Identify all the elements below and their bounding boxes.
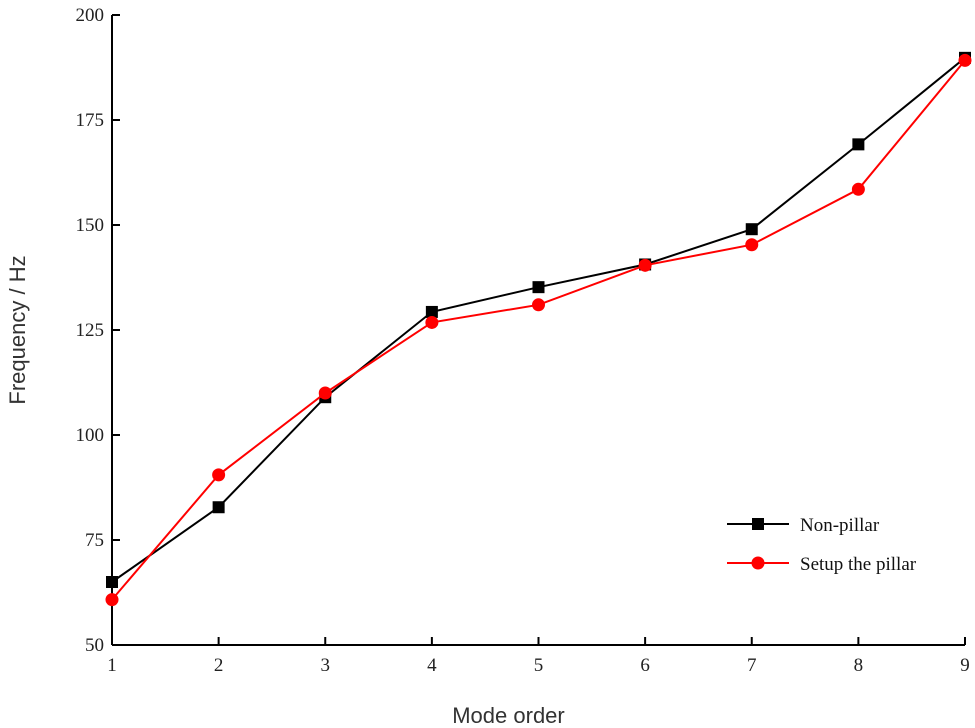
y-axis-title: Frequency / Hz	[5, 255, 30, 404]
x-tick-label: 5	[534, 655, 544, 676]
data-point	[638, 258, 652, 272]
x-tick-label: 6	[640, 655, 650, 676]
data-point	[212, 468, 226, 482]
y-tick-label: 175	[76, 110, 105, 131]
series-layer	[105, 51, 972, 607]
data-point	[851, 182, 865, 196]
y-tick-label: 50	[85, 635, 104, 656]
series-line	[111, 57, 966, 583]
x-tick-label: 2	[214, 655, 224, 676]
data-point	[425, 315, 439, 329]
series-2	[105, 53, 972, 607]
y-tick-label: 125	[76, 320, 105, 341]
data-point	[105, 593, 119, 607]
legend: Non-pillar Setup the pillar	[727, 515, 917, 575]
x-tick-label: 8	[854, 655, 864, 676]
data-point	[745, 238, 759, 252]
data-point	[212, 501, 225, 514]
legend-marker	[751, 556, 765, 570]
legend-label: Non-pillar	[800, 515, 880, 536]
data-point	[852, 138, 865, 151]
x-ticks: 1 2 3 4 5 6 7 8 9	[107, 637, 970, 676]
x-tick-label: 1	[107, 655, 117, 676]
x-tick-label: 7	[747, 655, 757, 676]
legend-label: Setup the pillar	[800, 554, 917, 575]
legend-marker	[752, 518, 764, 530]
data-point	[425, 305, 438, 318]
x-axis-title: Mode order	[452, 703, 565, 728]
y-tick-label: 200	[76, 5, 105, 26]
data-point	[318, 386, 332, 400]
x-tick-label: 3	[321, 655, 331, 676]
x-tick-label: 4	[427, 655, 437, 676]
y-ticks: 50 75 100 125 150 175 200	[76, 5, 120, 656]
y-tick-label: 100	[76, 425, 105, 446]
legend-entry: Setup the pillar	[727, 554, 917, 575]
x-tick-label: 9	[960, 655, 970, 676]
axes	[111, 15, 965, 646]
data-point	[745, 223, 758, 236]
legend-entry: Non-pillar	[727, 515, 880, 536]
y-tick-label: 150	[76, 215, 105, 236]
data-point	[958, 53, 972, 67]
y-tick-label: 75	[85, 530, 104, 551]
data-point	[532, 298, 545, 312]
data-point	[532, 281, 545, 294]
data-point	[106, 576, 118, 588]
series-1	[106, 51, 971, 588]
